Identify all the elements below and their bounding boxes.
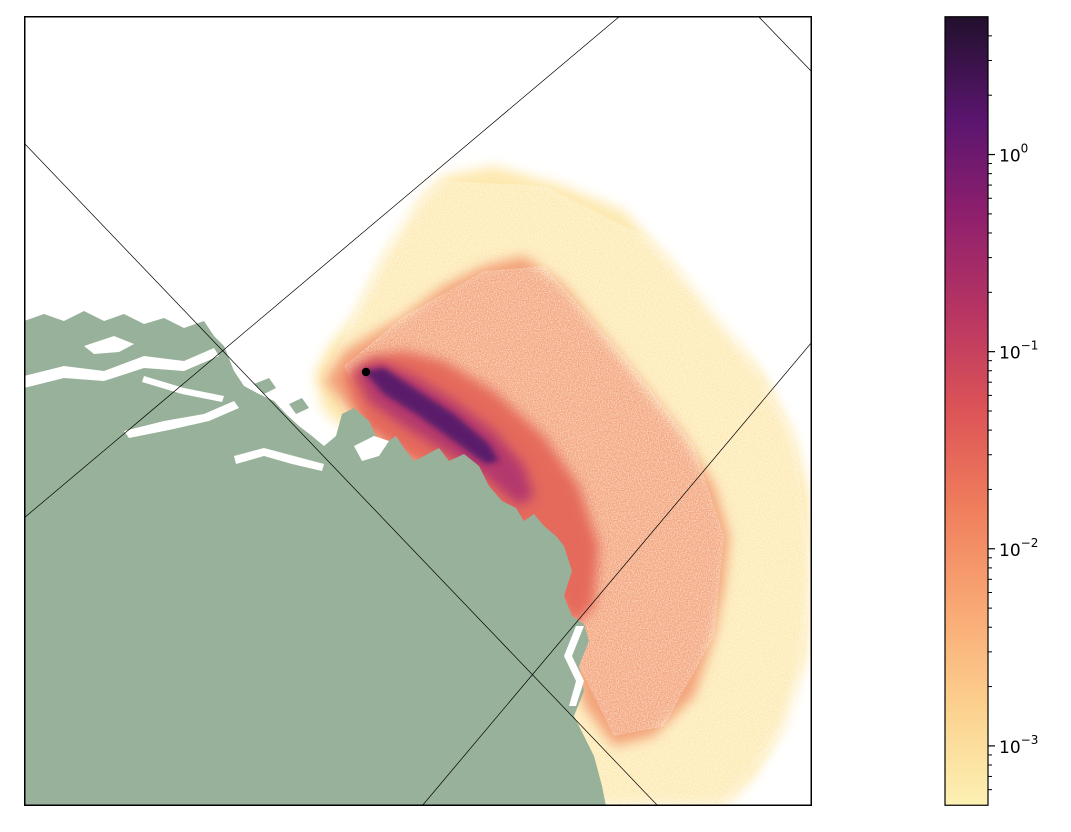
colorbar-tick-label: 10−1 [999, 339, 1038, 364]
fjord-3 [124, 401, 239, 438]
land-peninsula-b [449, 516, 504, 548]
fjord-5 [142, 376, 224, 402]
fjords [24, 336, 584, 706]
colorbar-tick-label: 100 [999, 142, 1028, 167]
fjord-7 [564, 626, 584, 706]
map-canvas [24, 16, 812, 806]
release-point-marker [361, 367, 371, 377]
fjord-1 [24, 348, 219, 388]
map-panel [24, 16, 812, 806]
land-peninsula-c [504, 566, 539, 591]
landmass [24, 311, 606, 806]
colorbar-ticks: 100 10−1 10−2 10−3 [988, 35, 1038, 791]
fjord-6 [354, 436, 389, 461]
land-peninsula-a [369, 488, 474, 528]
colorbar-tick-label: 10−2 [999, 536, 1038, 561]
graticule-line [757, 16, 812, 73]
concentration-plume [314, 166, 812, 806]
graticule-line [24, 142, 659, 806]
graticule-line [421, 341, 812, 806]
map-frame [24, 16, 812, 806]
colorbar-gradient [944, 16, 989, 806]
colorbar: 100 10−1 10−2 10−3 [940, 16, 1071, 806]
plume-peak-layer [364, 368, 499, 464]
graticule-line [24, 16, 621, 519]
land-island-d [254, 378, 276, 394]
fjord-2 [84, 336, 134, 354]
land-mainland [24, 311, 606, 806]
fjord-4 [234, 448, 324, 471]
colorbar-tick-label: 10−3 [999, 733, 1038, 758]
graticule [24, 16, 812, 806]
land-island-e [289, 398, 309, 414]
colorbar-canvas: 100 10−1 10−2 10−3 [944, 16, 1038, 806]
